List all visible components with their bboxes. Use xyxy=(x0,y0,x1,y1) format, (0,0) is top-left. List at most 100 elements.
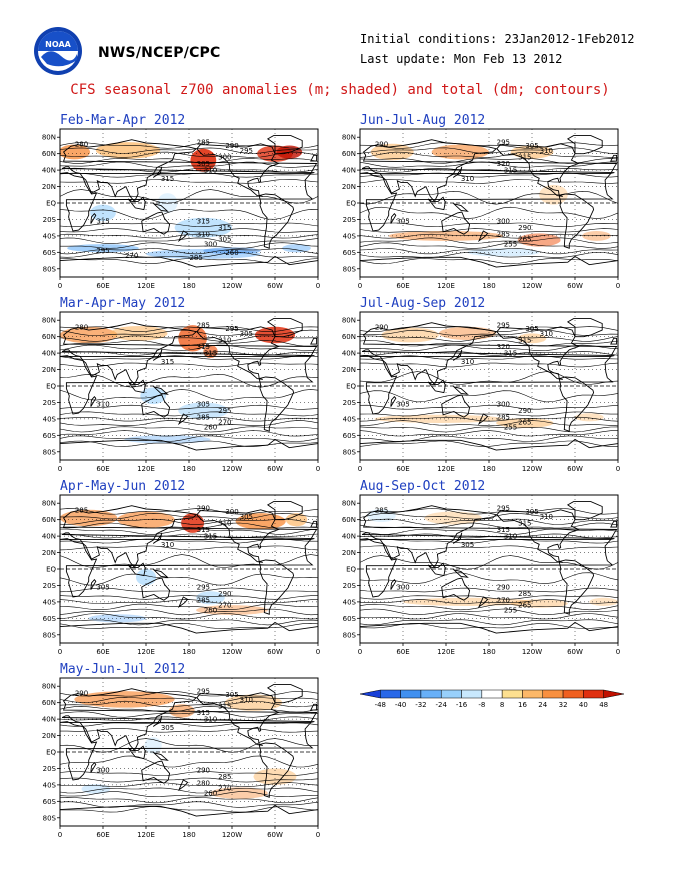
coastline xyxy=(60,255,318,277)
anomaly-shading xyxy=(575,413,604,422)
contour-label: 280 xyxy=(75,323,88,331)
contour-label: 300 xyxy=(96,767,109,775)
lat-tick-label: 60S xyxy=(43,249,57,257)
contour-label: 295 xyxy=(497,505,510,513)
figure-title: CFS seasonal z700 anomalies (m; shaded) … xyxy=(70,82,610,98)
lat-tick-label: 80S xyxy=(343,448,357,456)
map-panel-aso: Aug-Sep-Oct 2012 285 295 305 310 315 315 310 30… xyxy=(338,479,638,661)
lat-tick-label: 60S xyxy=(343,615,357,623)
contour-label: 295 xyxy=(197,584,210,592)
color-swatch xyxy=(603,689,625,699)
anomaly-shading xyxy=(60,509,118,527)
coastline xyxy=(177,413,189,426)
height-contour xyxy=(60,791,318,798)
color-swatch xyxy=(400,689,422,699)
anomaly-shading xyxy=(424,511,482,525)
anomaly-shading xyxy=(589,597,618,606)
coastline xyxy=(452,568,469,578)
contour-label: 300 xyxy=(497,218,510,226)
coastline xyxy=(310,337,318,345)
contour-label: 255 xyxy=(504,241,517,249)
contour-label: 295 xyxy=(497,139,510,147)
contour-label: 285 xyxy=(197,414,210,422)
height-contour xyxy=(360,252,618,258)
lat-tick-label: 40N xyxy=(342,533,356,541)
contour-label: 305 xyxy=(225,691,238,699)
coastline xyxy=(558,376,595,432)
coastline xyxy=(310,703,318,711)
contour-label: 315 xyxy=(504,167,517,175)
contour-label: 315 xyxy=(218,702,231,710)
contour-label: 295 xyxy=(96,247,109,255)
lon-tick-label: 0 xyxy=(58,465,62,473)
color-swatch xyxy=(522,689,544,699)
contour-label: 265 xyxy=(518,602,531,610)
map-panel-fma: Feb-Mar-Apr 2012 280 285 290 295 300 305 310 31… xyxy=(38,113,338,295)
contour-label: 305 xyxy=(197,401,210,409)
contour-label: 300 xyxy=(218,153,231,161)
lat-tick-label: 60N xyxy=(42,699,56,707)
coastline xyxy=(177,230,189,243)
lon-tick-label: 0 xyxy=(616,648,620,656)
lat-tick-label: 20N xyxy=(42,366,56,374)
contour-label: 295 xyxy=(197,688,210,696)
coastline xyxy=(452,202,469,212)
coastline xyxy=(152,166,163,178)
contour-label: 285 xyxy=(497,414,510,422)
color-tick-label: -40 xyxy=(395,701,406,709)
lat-tick-label: 40S xyxy=(343,232,357,240)
contour-label: 285 xyxy=(197,139,210,147)
lat-tick-label: 80N xyxy=(342,134,356,142)
lat-tick-label: 40S xyxy=(43,598,57,606)
coastline xyxy=(152,202,169,212)
coastline xyxy=(60,355,314,415)
lon-tick-label: 60W xyxy=(267,648,283,656)
contour-label: 305 xyxy=(396,401,409,409)
coastline xyxy=(452,349,463,361)
anomaly-shading xyxy=(90,204,116,222)
coastline xyxy=(60,438,318,460)
contour-label: 255 xyxy=(504,424,517,432)
coastline xyxy=(452,385,469,395)
anomaly-shading xyxy=(431,144,489,160)
lon-tick-label: 120W xyxy=(522,465,542,473)
lon-tick-label: 120E xyxy=(137,831,155,839)
contour-label: 310 xyxy=(540,330,553,338)
coastline xyxy=(360,538,614,598)
anomaly-shading xyxy=(496,418,554,428)
panel-title: Aug-Sep-Oct 2012 xyxy=(360,479,486,494)
height-contour xyxy=(60,417,318,422)
lon-tick-label: 0 xyxy=(358,648,362,656)
lat-tick-label: 20N xyxy=(42,549,56,557)
color-tick-label: -24 xyxy=(436,701,448,709)
height-contour xyxy=(360,518,618,525)
lat-tick-label: 60N xyxy=(42,516,56,524)
coastline xyxy=(441,394,471,418)
lat-tick-label: 80N xyxy=(342,317,356,325)
lon-tick-label: 0 xyxy=(616,465,620,473)
coastline xyxy=(60,538,314,598)
lon-tick-label: 0 xyxy=(316,831,320,839)
lon-tick-label: 180 xyxy=(182,282,195,290)
contour-label: 300 xyxy=(225,508,238,516)
anomaly-shading xyxy=(403,597,532,606)
coastline xyxy=(177,596,189,609)
coastline xyxy=(610,337,618,345)
panel-title: Feb-Mar-Apr 2012 xyxy=(60,113,186,128)
coastline xyxy=(360,355,614,415)
lat-tick-label: 40S xyxy=(43,415,57,423)
lat-tick-label: 20N xyxy=(342,183,356,191)
contour-label: 290 xyxy=(225,142,238,150)
lat-tick-label: EQ xyxy=(46,749,56,757)
coastline xyxy=(152,385,169,395)
coastline xyxy=(141,211,171,235)
anomaly-shading xyxy=(135,569,157,586)
lon-tick-label: 0 xyxy=(358,465,362,473)
color-tick-label: -8 xyxy=(478,701,485,709)
contour-label: 285 xyxy=(375,506,388,514)
coastline xyxy=(310,154,318,162)
coastline xyxy=(610,520,618,528)
coastline xyxy=(258,742,295,798)
color-bar: -48 -40 -32 -24 -16 -8 8 16 24 32 40 48 xyxy=(352,688,632,712)
contour-label: 290 xyxy=(518,407,531,415)
